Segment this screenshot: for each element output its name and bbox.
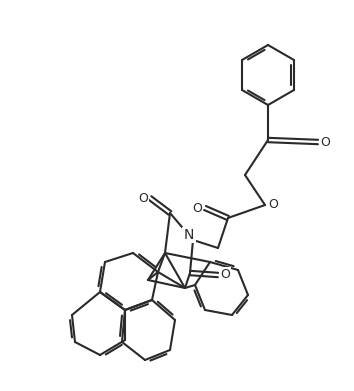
Text: O: O <box>220 269 230 282</box>
Text: O: O <box>320 136 330 149</box>
Text: O: O <box>138 192 148 204</box>
Text: N: N <box>184 228 194 242</box>
Text: O: O <box>268 199 278 212</box>
Text: O: O <box>192 201 202 215</box>
